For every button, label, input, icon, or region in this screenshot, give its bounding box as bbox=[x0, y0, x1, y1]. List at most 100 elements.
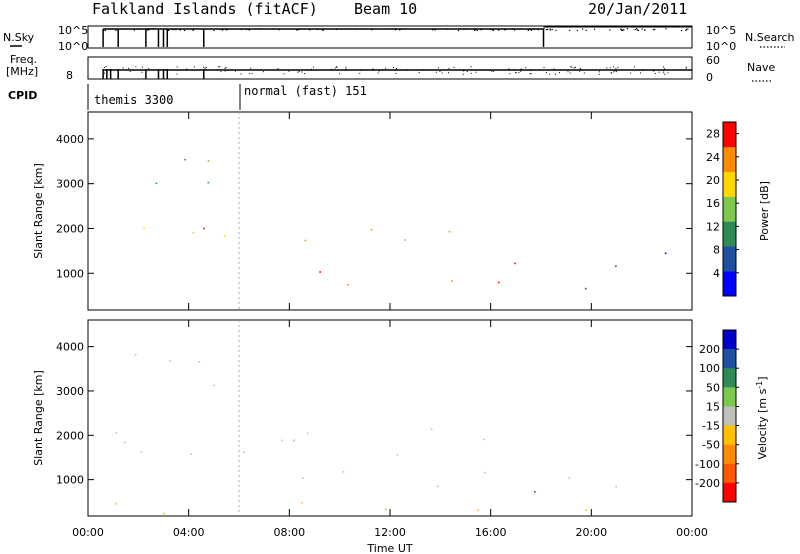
beam-label: Beam 10 bbox=[354, 0, 417, 18]
ytick-label-3: 4000 bbox=[56, 341, 84, 354]
nave-dot bbox=[518, 71, 520, 73]
nsky-dot bbox=[340, 28, 343, 30]
nave-dot bbox=[654, 72, 656, 74]
nave-dot bbox=[509, 73, 511, 75]
nsky-dot bbox=[620, 28, 622, 30]
cpid-mode-2: normal (fast) 151 bbox=[244, 84, 367, 98]
nave-dot bbox=[508, 68, 510, 70]
pixel-0 bbox=[370, 229, 373, 231]
nave-dot bbox=[224, 67, 226, 69]
nsky-dot bbox=[476, 29, 478, 32]
power-colorbar: 4 8 12 16 20 24 28 bbox=[706, 121, 739, 297]
nsky-dot bbox=[124, 28, 127, 30]
pixel-0 bbox=[306, 432, 309, 434]
pixel-0 bbox=[140, 451, 143, 453]
nave-dot bbox=[301, 71, 303, 73]
pixel-5 bbox=[477, 509, 479, 511]
power-y-ticks: 1000 2000 3000 4000 bbox=[56, 133, 692, 280]
cbar-tick-label-1: 8 bbox=[713, 244, 720, 257]
colorbar-seg-4 bbox=[723, 171, 736, 197]
nsky-dot bbox=[480, 29, 482, 31]
velocity-y-ticks: 1000 2000 3000 4000 bbox=[56, 341, 692, 487]
nsky-dot bbox=[641, 28, 643, 30]
nave-tick-top: 60 bbox=[706, 54, 720, 67]
nave-dot bbox=[406, 69, 408, 71]
power-cbar-label: Power [dB] bbox=[758, 181, 771, 241]
nsky-dot bbox=[148, 28, 150, 31]
nave-dot bbox=[128, 67, 130, 69]
nave-dot bbox=[491, 70, 493, 72]
nave-dot bbox=[530, 73, 532, 75]
nave-dot bbox=[435, 71, 437, 73]
pixel-0 bbox=[483, 438, 485, 441]
nave-dot bbox=[263, 71, 265, 73]
nsky-dot bbox=[109, 28, 111, 30]
nave-dot bbox=[470, 66, 472, 68]
nave-dot bbox=[613, 71, 615, 73]
nsky-dot bbox=[434, 29, 436, 31]
xtick-label-1: 04:00 bbox=[173, 526, 205, 539]
ytick-label-0: 1000 bbox=[56, 267, 84, 280]
nave-dot bbox=[667, 72, 669, 74]
pixel-1 bbox=[203, 227, 205, 230]
nave-dot bbox=[453, 66, 455, 68]
nave-dot bbox=[573, 67, 575, 69]
nsky-dot bbox=[193, 28, 195, 30]
nsky-dot bbox=[637, 29, 640, 32]
pixel-0 bbox=[115, 432, 118, 434]
nsky-dot bbox=[527, 29, 529, 31]
nave-dot bbox=[615, 68, 617, 70]
nave-dot bbox=[382, 69, 384, 71]
pixel-5 bbox=[301, 501, 303, 504]
nave-dot bbox=[310, 68, 312, 70]
pixel-0 bbox=[396, 454, 399, 456]
nave-dot bbox=[331, 68, 333, 70]
nave-dot bbox=[204, 67, 206, 69]
ytick-label-1: 2000 bbox=[56, 222, 84, 235]
colorbar-seg-5 bbox=[723, 425, 736, 445]
nave-dot bbox=[515, 72, 517, 74]
nave-dot bbox=[658, 71, 660, 73]
nave-dot bbox=[157, 71, 159, 73]
nsky-dot bbox=[167, 29, 169, 32]
nsky-dot bbox=[259, 28, 261, 30]
pixel-0 bbox=[293, 439, 295, 442]
nsky-dot bbox=[528, 28, 530, 31]
nsky-dot bbox=[371, 29, 373, 31]
pixel-0 bbox=[192, 232, 195, 234]
nsky-dot bbox=[137, 28, 139, 30]
nave-dot bbox=[203, 66, 205, 68]
pixel-0 bbox=[223, 235, 226, 237]
nave-dot bbox=[372, 68, 374, 70]
pixel-4 bbox=[207, 181, 210, 184]
pixel-0 bbox=[281, 439, 283, 442]
ytick-label-2: 3000 bbox=[56, 385, 84, 398]
nsky-dot bbox=[543, 28, 545, 30]
nsky-panel: 10^5 10^0 10^5 10^0 N.Sky N.Search bbox=[3, 24, 795, 53]
nave-dot bbox=[339, 73, 341, 75]
colorbar-seg-6 bbox=[723, 122, 736, 148]
pixel-3 bbox=[498, 281, 500, 284]
freq-panel: 8 60 0 Freq. [MHz] Nave bbox=[6, 53, 775, 84]
nave-dot bbox=[441, 72, 443, 74]
nsky-dot bbox=[652, 29, 654, 31]
nsky-dot bbox=[183, 29, 186, 32]
nave-dot bbox=[685, 66, 687, 68]
nave-dot bbox=[135, 66, 137, 68]
velocity-cbar-label: Velocity [m s-1] bbox=[755, 376, 769, 459]
pixel-5 bbox=[384, 508, 387, 510]
pixel-2 bbox=[342, 471, 345, 473]
nave-dot bbox=[422, 69, 424, 71]
nave-dot bbox=[482, 69, 484, 71]
pixel-0 bbox=[404, 239, 407, 241]
velocity-colorbar: 200 100 50 15 -15 -50 -100 -200 bbox=[695, 329, 739, 503]
nave-dot bbox=[377, 72, 379, 74]
nsky-dot bbox=[530, 29, 532, 31]
date-label: 20/Jan/2011 bbox=[588, 0, 687, 18]
nave-label: Nave bbox=[747, 61, 775, 74]
nave-dot bbox=[234, 70, 236, 72]
freq-frame bbox=[87, 56, 693, 80]
nave-dot bbox=[554, 73, 556, 75]
ytick-label-3: 4000 bbox=[56, 133, 84, 146]
nave-dot bbox=[105, 66, 107, 68]
